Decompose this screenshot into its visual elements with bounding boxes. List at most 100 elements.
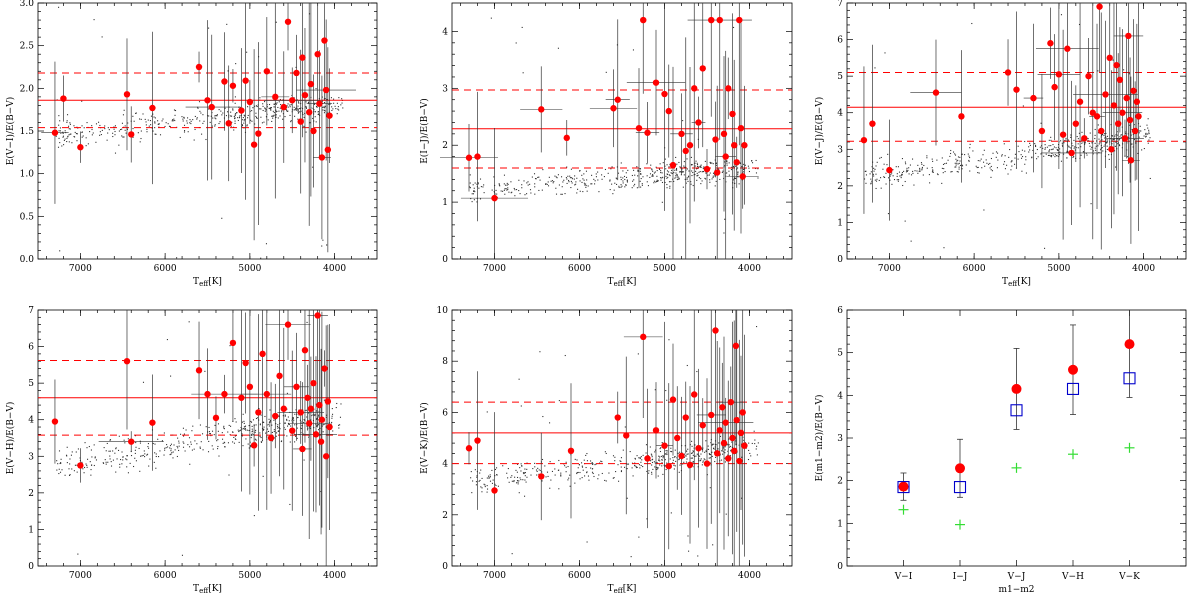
field-star-dot (513, 479, 515, 482)
star-point (267, 434, 275, 442)
field-star-dot (197, 107, 199, 109)
star-point (474, 437, 481, 444)
field-star-dot (1127, 156, 1129, 158)
field-star-dot (711, 455, 713, 457)
field-star-dot (538, 176, 540, 178)
field-star-dot (675, 174, 677, 176)
star-point (123, 91, 131, 98)
field-star-dot (310, 415, 312, 417)
field-star-dot (313, 111, 315, 113)
field-star-dot (1147, 118, 1149, 120)
field-star-dot (316, 424, 318, 426)
field-star-dot (627, 463, 630, 465)
field-star-dot (653, 461, 655, 463)
field-star-dot (681, 170, 683, 172)
field-star-dot (598, 191, 600, 193)
field-star-dot (204, 370, 206, 372)
field-star-dot (950, 149, 952, 152)
field-star-dot (293, 433, 295, 435)
field-star-dot (634, 458, 636, 460)
field-star-dot (164, 447, 166, 449)
field-star-dot (511, 480, 513, 482)
field-star-dot (904, 161, 906, 163)
field-star-dot (742, 171, 744, 173)
y-tick-label: 2 (28, 489, 34, 499)
y-tick-label: 10 (437, 306, 449, 316)
field-star-dot (593, 475, 595, 478)
field-star-dot (700, 164, 702, 166)
field-star-dot (276, 110, 278, 113)
field-star-dot (234, 117, 236, 119)
field-star-dot (282, 415, 284, 417)
field-star-dot (190, 443, 192, 445)
field-star-dot (958, 166, 960, 168)
field-star-dot (904, 180, 906, 183)
star-point (635, 124, 643, 132)
field-star-dot (534, 178, 537, 180)
field-star-dot (84, 442, 86, 444)
field-star-dot (107, 132, 109, 134)
star-point (669, 396, 677, 403)
field-star-dot (1096, 140, 1098, 142)
field-star-dot (507, 188, 509, 191)
field-star-dot (651, 169, 653, 171)
field-star-dot (941, 182, 943, 184)
star-point (1127, 157, 1135, 164)
field-star-dot (694, 173, 696, 176)
field-star-dot (967, 153, 969, 155)
field-star-dot (121, 451, 123, 453)
field-star-dot (633, 169, 635, 171)
field-star-dot (574, 458, 576, 460)
y-tick-label: 4 (442, 27, 448, 37)
field-star-dot (1140, 130, 1142, 132)
field-star-dot (929, 182, 931, 184)
star-point (712, 136, 719, 143)
field-star-dot (513, 187, 515, 190)
field-star-dot (547, 185, 550, 187)
field-star-dot (524, 475, 526, 477)
field-star-dot (912, 172, 914, 174)
field-star-dot (664, 181, 666, 184)
field-star-dot (1099, 142, 1101, 144)
field-star-dot (296, 437, 298, 439)
field-star-dot (579, 180, 581, 182)
field-star-dot (1111, 135, 1113, 137)
field-star-dot (710, 162, 712, 164)
field-star-dot (487, 475, 490, 477)
field-star-dot (297, 118, 299, 120)
field-star-dot (955, 158, 957, 160)
field-star-dot (597, 478, 599, 480)
star-point (1115, 120, 1122, 127)
field-star-dot (305, 105, 307, 108)
field-star-dot (168, 125, 171, 127)
field-star-dot (730, 450, 732, 452)
field-star-dot (1078, 23, 1081, 26)
field-star-dot (634, 174, 636, 176)
field-star-dot (524, 471, 526, 474)
field-star-dot (637, 169, 639, 171)
star-point (1059, 131, 1067, 138)
field-star-dot (617, 464, 619, 466)
field-star-dot (1024, 150, 1026, 152)
field-star-dot (1006, 164, 1008, 166)
field-star-dot (1003, 163, 1005, 165)
field-star-dot (990, 169, 992, 171)
star-point (678, 452, 685, 460)
field-star-dot (316, 425, 318, 427)
field-star-dot (193, 139, 195, 141)
field-star-dot (1040, 122, 1042, 124)
field-star-dot (492, 479, 494, 481)
field-star-dot (1044, 144, 1046, 146)
field-star-dot (721, 171, 723, 174)
field-star-dot (726, 162, 728, 164)
field-star-dot (698, 177, 700, 179)
field-star-dot (213, 434, 215, 436)
field-star-dot (76, 133, 78, 135)
field-star-dot (237, 117, 239, 119)
field-star-dot (258, 408, 260, 410)
star-point (614, 414, 621, 421)
field-star-dot (653, 172, 655, 174)
field-star-dot (315, 121, 317, 123)
field-star-dot (989, 167, 991, 169)
field-star-dot (686, 453, 688, 455)
